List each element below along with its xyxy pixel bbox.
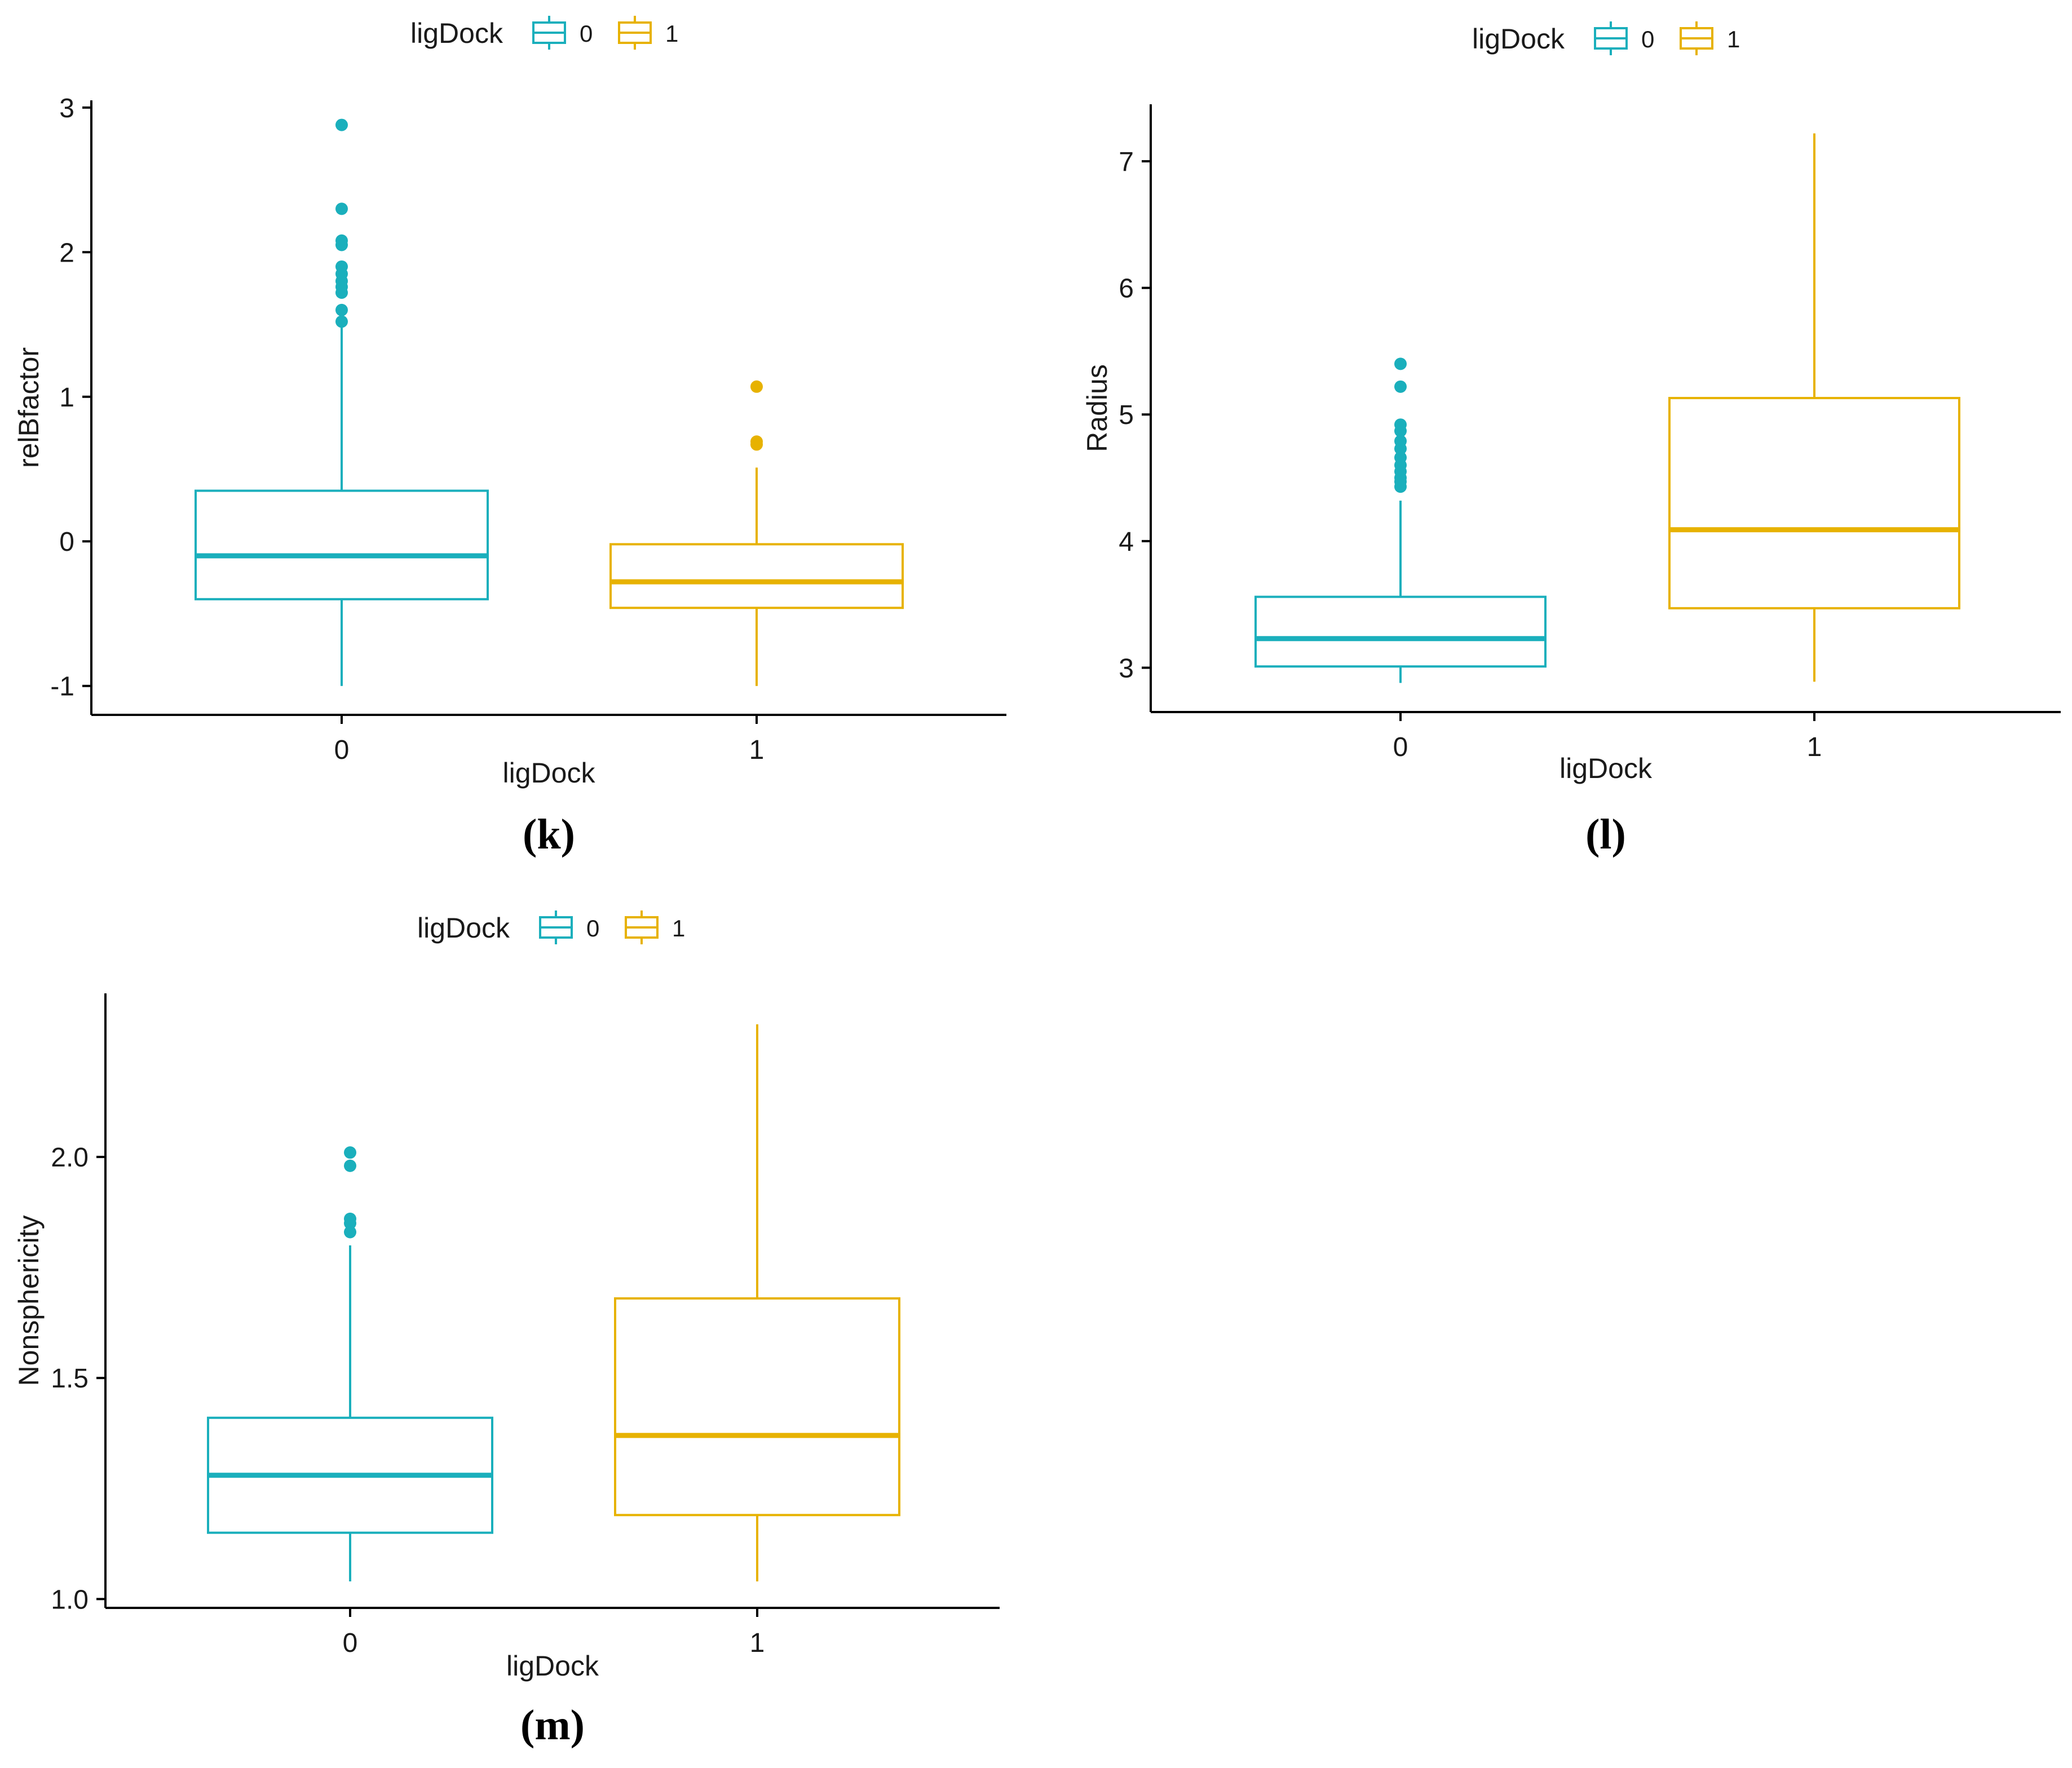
legend-entry-label: 1 [672,915,685,942]
outlier-point [335,118,348,131]
y-tick-label: 5 [1119,400,1134,430]
chart-panel-0: -1 0 1 2 3 0 1 ligDock relBfactor ligDock 0 1 (k) [13,16,1006,858]
chart-panel-1: 3 4 5 6 7 0 1 ligDock Radius ligDock 0 1 (l) [1081,21,2061,858]
outlier-point [344,1159,356,1172]
outlier-point [1394,418,1407,431]
legend-entry-label: 0 [580,20,593,47]
box-group-1 [1668,133,1960,682]
outlier-point [750,435,763,448]
box-iqr [1668,397,1960,609]
legend-entry-label: 1 [1727,26,1740,52]
legend: ligDock 0 1 [410,16,678,50]
y-axis-title: relBfactor [13,347,45,468]
chart-panel-2: 1.0 1.5 2.0 0 1 ligDock Nonsphericity ligDock 0 1… [13,910,1000,1749]
y-tick-label: 3 [59,94,74,123]
legend-entry-label: 0 [1641,26,1654,52]
box-iqr [195,489,489,600]
y-axis-title: Radius [1081,364,1113,452]
outlier-point [1394,380,1407,393]
legend-title: ligDock [1472,23,1565,55]
y-tick-label: 0 [59,527,74,557]
box-iqr [1254,595,1547,668]
outlier-point [335,315,348,328]
y-tick-label: 4 [1119,527,1134,557]
y-axis-title: Nonsphericity [13,1216,45,1386]
box-group-0 [207,1146,493,1581]
legend-entry-label: 0 [586,915,599,942]
y-tick-label: -1 [50,672,74,702]
x-tick-label: 0 [343,1628,358,1658]
y-tick-label: 1.5 [51,1364,89,1394]
y-tick-label: 1.0 [51,1585,89,1615]
outlier-point [1394,435,1407,448]
x-axis-title: ligDock [506,1650,599,1682]
y-tick-label: 2.0 [51,1143,89,1173]
box-group-0 [1254,357,1547,683]
outlier-point [344,1146,356,1159]
y-tick-label: 3 [1119,653,1134,683]
legend-entry-label: 1 [665,20,678,47]
legend: ligDock 0 1 [1472,21,1740,55]
outlier-point [335,260,348,273]
outlier-point [344,1226,356,1239]
y-tick-label: 6 [1119,274,1134,304]
x-tick-label: 0 [1393,732,1408,762]
outlier-point [1394,357,1407,370]
outlier-point [344,1212,356,1225]
x-tick-label: 1 [750,1628,765,1658]
outlier-point [335,303,348,316]
x-axis-title: ligDock [1559,753,1653,784]
x-axis-title: ligDock [503,757,596,789]
outlier-point [750,380,763,393]
box-group-0 [195,118,489,686]
x-tick-label: 1 [1807,732,1822,762]
y-tick-label: 2 [59,238,74,268]
box-iqr [609,543,904,609]
panel-label: (m) [520,1701,585,1749]
box-group-1 [609,380,904,686]
y-tick-label: 7 [1119,147,1134,177]
y-tick-label: 1 [59,383,74,413]
outlier-point [335,202,348,215]
legend-title: ligDock [417,912,510,944]
box-group-1 [614,1024,900,1581]
outlier-point [1394,451,1407,464]
panel-label: (k) [523,811,575,858]
panel-label: (l) [1585,811,1626,858]
x-tick-label: 1 [749,735,765,765]
x-tick-label: 0 [334,735,350,765]
legend-title: ligDock [410,17,503,49]
outlier-point [335,234,348,247]
box-iqr [614,1297,900,1517]
legend: ligDock 0 1 [417,910,685,944]
